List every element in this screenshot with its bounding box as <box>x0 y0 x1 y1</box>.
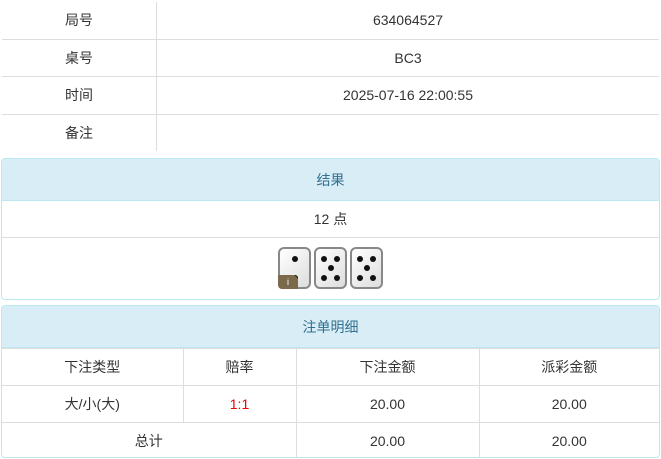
table-row: 时间 2025-07-16 22:00:55 <box>2 76 659 115</box>
die-face-5 <box>350 247 383 289</box>
bet-amount: 20.00 <box>295 385 480 423</box>
table-row: 局号 634064527 <box>2 2 659 40</box>
die-pip <box>333 274 340 281</box>
table-row: 大/小(大) 1:1 20.00 20.00 <box>2 385 659 423</box>
round-no-label: 局号 <box>2 2 157 40</box>
die-face-5 <box>314 247 347 289</box>
die-pip <box>363 265 370 271</box>
table-no-label: 桌号 <box>2 38 157 77</box>
die-face-2: i <box>278 247 311 289</box>
total-row: 总计 20.00 20.00 <box>2 422 659 457</box>
info-badge-icon: i <box>278 275 298 289</box>
remark-value <box>156 113 659 151</box>
header-bet-amount: 下注金额 <box>295 348 480 386</box>
result-title: 结果 <box>2 159 659 201</box>
time-value: 2025-07-16 22:00:55 <box>156 76 659 115</box>
bet-type: 大/小(大) <box>2 385 184 423</box>
bet-details-table: 下注类型 赔率 下注金额 派彩金额 大/小(大) 1:1 20.00 20.00… <box>2 348 659 457</box>
die-pip <box>321 255 328 262</box>
total-payout: 20.00 <box>478 422 659 457</box>
result-panel: 结果 12 点 i <box>1 158 660 300</box>
bet-odds: 1:1 <box>182 385 297 423</box>
die-pip <box>333 255 340 262</box>
table-header-row: 下注类型 赔率 下注金额 派彩金额 <box>2 348 659 386</box>
header-odds: 赔率 <box>182 348 297 386</box>
header-bet-type: 下注类型 <box>2 348 184 386</box>
bet-details-panel: 注单明细 下注类型 赔率 下注金额 派彩金额 大/小(大) 1:1 20.00 … <box>1 305 660 458</box>
die-pip <box>357 255 364 262</box>
table-row: 桌号 BC3 <box>2 38 659 77</box>
die-pip <box>291 255 298 262</box>
round-no-value: 634064527 <box>156 2 659 40</box>
die-pip <box>369 274 376 281</box>
remark-label: 备注 <box>2 113 157 151</box>
total-amount: 20.00 <box>295 422 480 457</box>
total-label: 总计 <box>2 422 297 457</box>
time-label: 时间 <box>2 76 157 115</box>
die-pip <box>357 274 364 281</box>
result-points: 12 点 <box>2 201 659 238</box>
die-pip <box>327 265 334 271</box>
bet-details-title: 注单明细 <box>2 306 659 348</box>
die-pip <box>369 255 376 262</box>
bet-payout: 20.00 <box>478 385 659 423</box>
dice-group: i <box>2 238 659 289</box>
header-payout: 派彩金额 <box>478 348 659 386</box>
round-info-table: 局号 634064527 桌号 BC3 时间 2025-07-16 22:00:55 … <box>1 1 660 152</box>
table-no-value: BC3 <box>156 38 659 77</box>
table-row: 备注 <box>2 113 659 151</box>
die-pip <box>321 274 328 281</box>
